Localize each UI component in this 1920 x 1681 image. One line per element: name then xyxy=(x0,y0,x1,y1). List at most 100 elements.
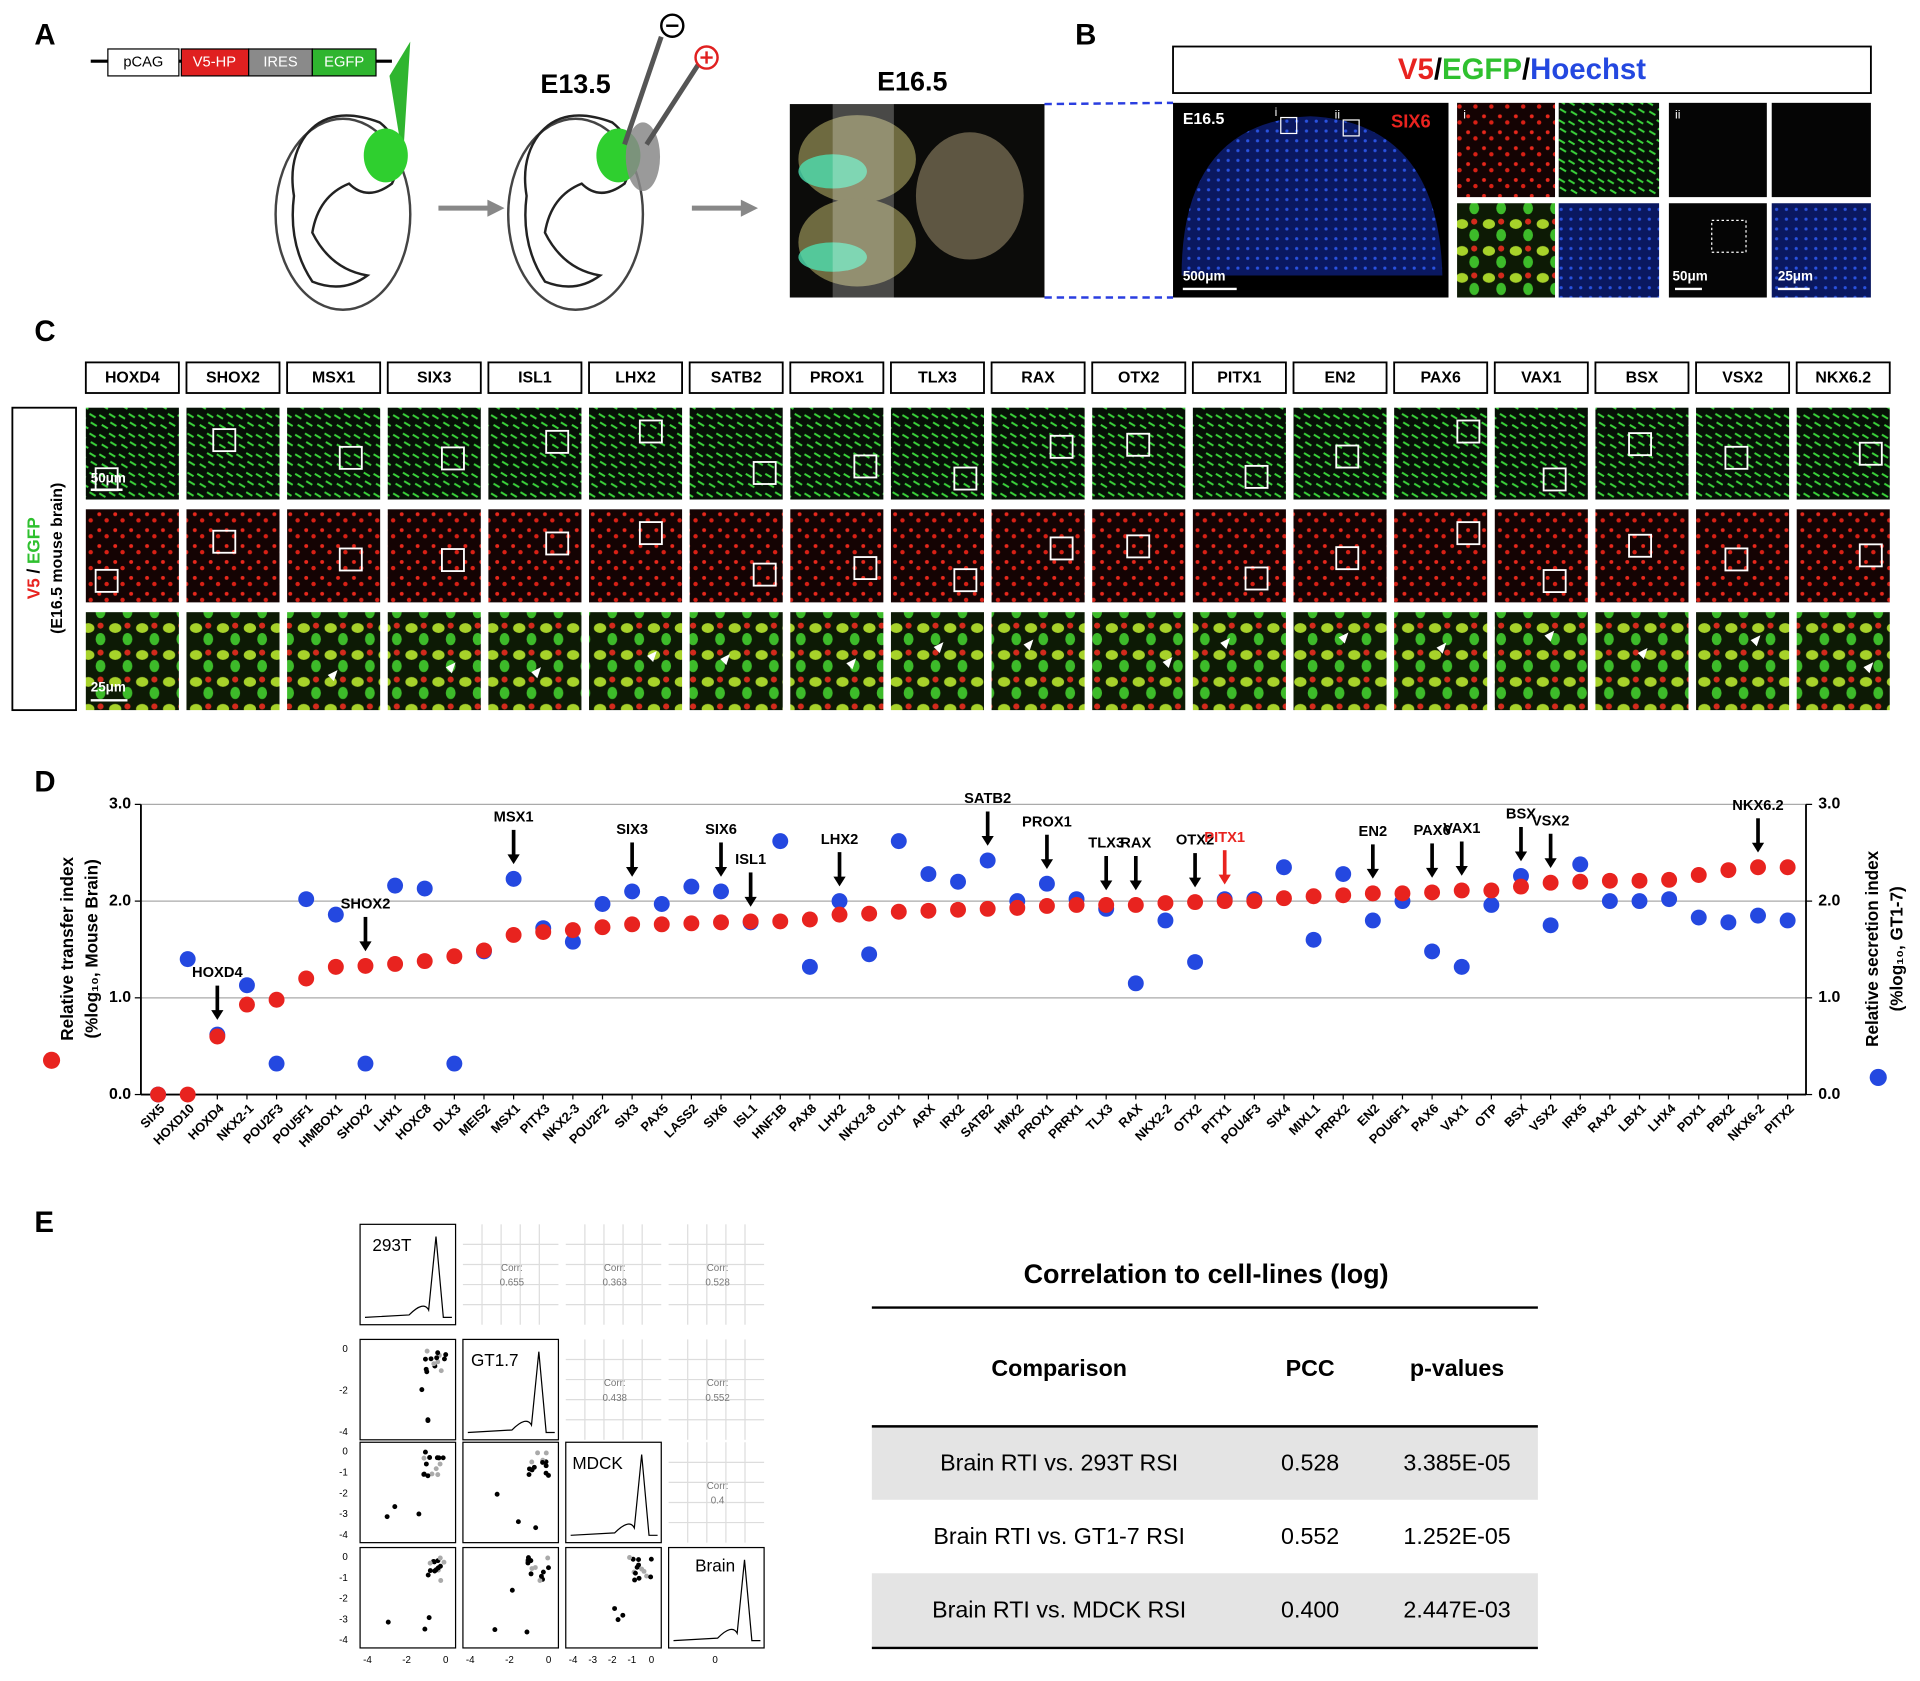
dot xyxy=(421,1455,427,1461)
micrograph xyxy=(1192,407,1286,500)
dot xyxy=(431,1361,437,1367)
roi-box xyxy=(441,446,465,471)
dot xyxy=(528,1571,534,1577)
y-tick-label: 1.0 xyxy=(109,989,131,1006)
point xyxy=(920,902,937,919)
point xyxy=(1157,912,1174,929)
roi-box xyxy=(1342,119,1360,137)
dot xyxy=(425,1418,431,1424)
dot xyxy=(494,1491,500,1497)
axis-tick: -4 xyxy=(339,1427,348,1438)
annotation-arrow-head xyxy=(1514,851,1528,862)
gene-header: EN2 xyxy=(1325,370,1356,387)
point xyxy=(564,933,581,950)
arrowhead xyxy=(1338,632,1349,644)
micrograph xyxy=(1192,509,1286,603)
axis-tick: -4 xyxy=(466,1655,475,1666)
dot xyxy=(540,1459,546,1465)
dot xyxy=(612,1606,618,1611)
point xyxy=(594,919,611,936)
point xyxy=(298,970,315,987)
micrograph xyxy=(890,612,984,711)
arrowhead xyxy=(1637,648,1648,660)
title-part: / xyxy=(1434,53,1442,86)
dot xyxy=(648,1574,654,1580)
point xyxy=(1394,885,1411,902)
roi-box xyxy=(853,556,878,581)
point xyxy=(683,915,700,932)
axis-tick: -4 xyxy=(339,1635,348,1646)
label-part: / xyxy=(23,564,43,578)
panel-label: A xyxy=(34,18,55,51)
point xyxy=(801,958,818,975)
x-tick-label: VSX2 xyxy=(1526,1101,1560,1135)
point xyxy=(890,833,907,850)
micrograph xyxy=(1293,509,1387,603)
table-header: Comparison xyxy=(991,1355,1127,1381)
construct-label: IRES xyxy=(263,54,297,70)
point xyxy=(446,948,463,965)
table-cell: 1.252E-05 xyxy=(1403,1523,1510,1549)
x-tick-label: PAX8 xyxy=(786,1101,820,1135)
point xyxy=(416,880,433,897)
inset-label: ii xyxy=(1675,107,1680,121)
axis-tick: -1 xyxy=(339,1573,348,1584)
x-tick-label: RAX2 xyxy=(1584,1101,1619,1136)
micrograph xyxy=(790,407,884,500)
inset xyxy=(1771,203,1871,298)
point xyxy=(1187,954,1204,970)
point xyxy=(150,1086,167,1103)
micrograph xyxy=(1394,509,1488,603)
annotation-arrow-head xyxy=(714,866,728,877)
arrow-head xyxy=(740,199,758,217)
point xyxy=(979,900,996,917)
gene-header-box xyxy=(688,361,784,394)
point xyxy=(1601,893,1618,910)
arrowhead xyxy=(647,651,657,663)
arrowhead xyxy=(1220,637,1231,649)
panel-label: C xyxy=(34,315,55,348)
gene-header-box xyxy=(1695,361,1791,394)
micrograph xyxy=(1092,509,1186,603)
micrograph xyxy=(1796,612,1890,711)
axis-tick: 0 xyxy=(342,1447,348,1458)
annotation: VAX1 xyxy=(1443,821,1480,837)
gene-header: PITX1 xyxy=(1217,370,1261,387)
dot xyxy=(620,1612,626,1618)
x-tick-label: VAX1 xyxy=(1437,1101,1471,1135)
dot xyxy=(443,1352,449,1358)
embryo xyxy=(274,114,412,311)
annotation-arrow-head xyxy=(833,876,846,887)
axis-tick: -2 xyxy=(339,1385,348,1396)
dot xyxy=(425,1572,431,1578)
annotation-arrow-head xyxy=(1425,867,1439,878)
axis-tick: -2 xyxy=(339,1594,348,1605)
title-part: / xyxy=(1522,53,1530,86)
dot xyxy=(427,1560,433,1566)
gene-header: ISL1 xyxy=(518,370,552,387)
density xyxy=(364,1236,452,1318)
x-tick-label: PDX1 xyxy=(1674,1101,1708,1135)
point xyxy=(1513,878,1529,895)
table-cell: Brain RTI vs. GT1-7 RSI xyxy=(933,1523,1185,1549)
plus xyxy=(700,51,713,64)
roi-box xyxy=(1335,546,1360,571)
point xyxy=(624,883,641,900)
y2-tick-label: 1.0 xyxy=(1818,989,1840,1006)
point xyxy=(742,913,759,930)
roi-box xyxy=(1456,419,1481,444)
corr-value: 0.528 xyxy=(705,1278,730,1289)
roi-box xyxy=(441,548,465,572)
point xyxy=(1424,884,1441,901)
roi-box xyxy=(338,445,363,470)
x-tick-label: MEIS2 xyxy=(456,1101,494,1139)
dot xyxy=(421,1471,427,1477)
point xyxy=(564,922,581,939)
micrograph xyxy=(890,407,984,500)
arrowhead xyxy=(1436,642,1447,654)
midbrain xyxy=(915,132,1024,260)
title-part: V5 xyxy=(1398,53,1434,86)
roi-box xyxy=(953,466,978,491)
micrograph xyxy=(689,407,783,500)
micrograph xyxy=(1293,612,1387,711)
